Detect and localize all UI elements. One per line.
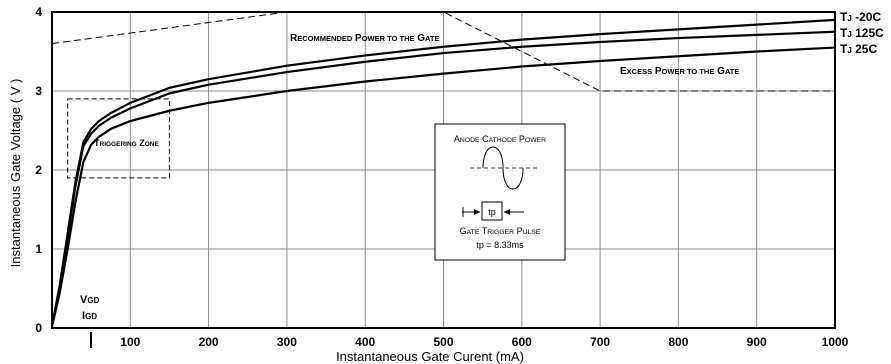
vgd-label: VGD (80, 294, 100, 306)
x-tick-label: 400 (355, 335, 375, 349)
plot-frame (51, 11, 836, 329)
x-tick-label: 1000 (822, 335, 849, 349)
x-tick-label: 600 (512, 335, 532, 349)
tp-arrow-right-head (504, 209, 510, 215)
series-line-2 (50, 46, 836, 327)
anode-cathode-power-title: ANODE CATHODE POWER (454, 134, 546, 144)
excess-power-annotation: EXCESS POWER TO THE GATE (620, 66, 739, 77)
triggering-zone-label: TRIGGERING ZONE (94, 138, 159, 148)
y-tick-label: 4 (35, 5, 42, 19)
series-label-tj-125: TJ 125C (840, 26, 884, 40)
x-tick-label: 200 (199, 335, 219, 349)
series-lines (50, 18, 836, 327)
inset-frame (434, 123, 566, 261)
x-tick-label: 100 (120, 335, 140, 349)
y-tick-label: 2 (35, 163, 42, 177)
recommended-power-boundary (51, 11, 835, 92)
tp-arrow-left-head (474, 209, 480, 215)
tick-labels: 100 200 300 400 500 600 700 800 900 1000 0 1 2 3 4 (35, 5, 848, 349)
x-tick-label: 300 (277, 335, 297, 349)
tp-pulse (481, 201, 503, 221)
tp-label: tp (488, 207, 496, 217)
x-tick-label: 700 (590, 335, 610, 349)
y-tick-label: 1 (35, 242, 42, 256)
x-tick-label: 900 (747, 335, 767, 349)
y-tick-label: 0 (35, 321, 42, 335)
recommended-power-annotation: RECOMMENDED POWER TO THE GATE (290, 33, 440, 44)
y-tick-label: 3 (35, 84, 42, 98)
tp-value: tp = 8.33ms (476, 240, 524, 250)
igd-label: IGD (82, 310, 97, 322)
x-axis-label: Instantaneous Gate Curent (mA) (336, 349, 524, 364)
region-outlines (51, 11, 835, 179)
y-axis-label: Instantaneous Gate Voltage ( V ) (8, 79, 23, 268)
x-tick-label: 800 (668, 335, 688, 349)
gate-trigger-pulse-title: GATE TRIGGER PULSE (460, 226, 541, 236)
series-line-1 (50, 30, 836, 327)
gate-pulse-inset: ANODE CATHODE POWER tp GATE TRIGGER PULS… (434, 123, 566, 261)
triggering-zone-box (67, 98, 170, 179)
series-label-tj-25: TJ 25C (840, 42, 877, 56)
series-label-tj-minus20: TJ -20C (840, 10, 881, 24)
x-tick-label: 500 (433, 335, 453, 349)
sine-wave (482, 146, 524, 190)
